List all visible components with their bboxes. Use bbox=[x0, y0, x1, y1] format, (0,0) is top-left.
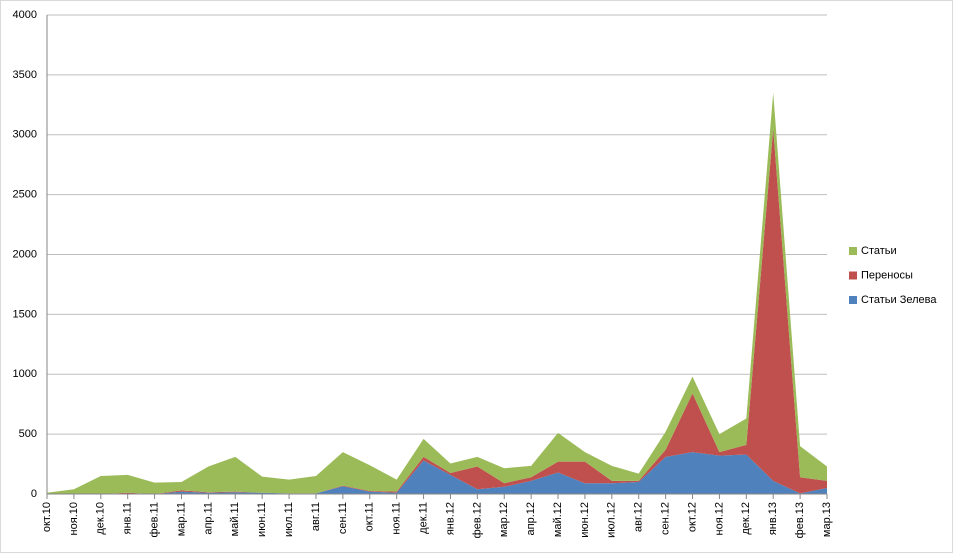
x-tick-label: янв.11 bbox=[122, 502, 134, 534]
y-tick-label: 1000 bbox=[13, 368, 37, 380]
x-tick-label: фев.13 bbox=[794, 502, 806, 538]
x-tick-label: апр.11 bbox=[202, 502, 214, 535]
x-tick-label: янв.12 bbox=[444, 502, 456, 535]
y-tick-label: 3500 bbox=[13, 69, 37, 81]
x-tick-label: ноя.11 bbox=[391, 502, 403, 535]
x-tick-label: окт.12 bbox=[686, 502, 698, 532]
x-tick-label: май.12 bbox=[552, 502, 564, 537]
y-tick-label: 4000 bbox=[13, 9, 37, 21]
x-tick-label: дек.11 bbox=[417, 502, 429, 534]
y-tick-label: 2000 bbox=[13, 248, 37, 260]
x-tick-label: сен.11 bbox=[337, 502, 349, 534]
x-tick-label: июл.12 bbox=[606, 502, 618, 538]
x-tick-label: янв.13 bbox=[767, 502, 779, 535]
x-tick-label: окт.11 bbox=[364, 502, 376, 531]
y-tick-label: 0 bbox=[31, 488, 37, 500]
y-tick-label: 2500 bbox=[13, 189, 37, 201]
legend-marker bbox=[849, 247, 857, 255]
x-tick-label: мар.11 bbox=[175, 502, 187, 536]
x-tick-label: май.11 bbox=[229, 502, 241, 536]
legend-label: Переносы bbox=[861, 269, 913, 281]
x-tick-label: июл.11 bbox=[283, 502, 295, 537]
legend-label: Статьи bbox=[861, 245, 897, 257]
x-tick-label: окт.10 bbox=[41, 502, 53, 532]
x-tick-label: фев.12 bbox=[471, 502, 483, 538]
x-tick-label: мар.13 bbox=[821, 502, 833, 537]
x-tick-label: мар.12 bbox=[498, 502, 510, 537]
y-tick-label: 1500 bbox=[13, 308, 37, 320]
x-tick-label: фев.11 bbox=[148, 502, 160, 538]
legend-label: Статьи Зелева bbox=[861, 294, 937, 306]
x-tick-label: июн.12 bbox=[579, 502, 591, 538]
x-tick-label: дек.10 bbox=[95, 502, 107, 535]
legend-marker bbox=[849, 271, 857, 280]
x-tick-label: ноя.10 bbox=[68, 502, 80, 535]
x-tick-label: ноя.12 bbox=[713, 502, 725, 535]
legend-marker bbox=[849, 296, 857, 304]
y-tick-label: 3000 bbox=[13, 129, 37, 141]
x-tick-label: июн.11 bbox=[256, 502, 268, 537]
x-tick-label: авг.11 bbox=[310, 502, 322, 531]
y-tick-label: 500 bbox=[19, 428, 37, 440]
x-tick-label: сен.12 bbox=[660, 502, 672, 535]
x-tick-label: дек.12 bbox=[740, 502, 752, 535]
area bbox=[47, 452, 827, 494]
x-tick-label: авг.12 bbox=[633, 502, 645, 532]
x-tick-label: апр.12 bbox=[525, 502, 537, 535]
